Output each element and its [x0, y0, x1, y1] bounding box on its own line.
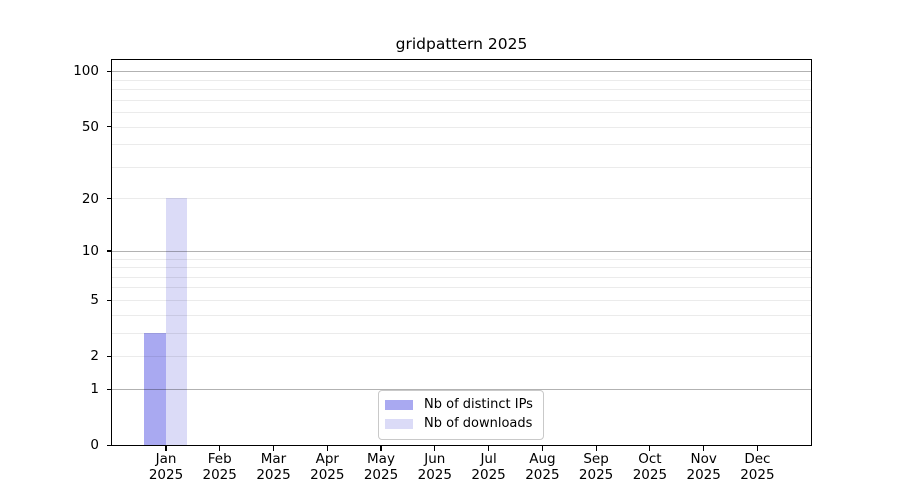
x-tick-mark: [219, 446, 221, 451]
plot-area: [111, 59, 812, 446]
y-tick-label: 100: [73, 63, 99, 80]
y-tick-mark: [106, 70, 112, 72]
x-tick-mark: [649, 446, 651, 451]
x-tick-mark: [380, 446, 382, 451]
gridline-major: [112, 250, 811, 252]
gridline-minor: [112, 287, 811, 289]
legend-swatch-downloads: [385, 418, 413, 430]
gridline-major: [112, 388, 811, 390]
x-tick-mark: [326, 446, 328, 451]
legend-label-downloads: Nb of downloads: [424, 416, 533, 431]
y-tick-mark: [106, 299, 112, 301]
x-tick-mark: [703, 446, 705, 451]
legend-swatch-distinct-ips: [385, 399, 413, 411]
gridline-minor: [112, 166, 811, 168]
chart-title: gridpattern 2025: [395, 35, 528, 53]
x-tick-label: May 2025: [363, 451, 399, 483]
x-tick-label: Jan 2025: [148, 451, 184, 483]
y-tick-mark: [106, 355, 112, 357]
legend-item-distinct-ips: Nb of distinct IPs: [385, 396, 533, 415]
legend-label-distinct-ips: Nb of distinct IPs: [424, 397, 533, 412]
gridline-major: [112, 71, 811, 73]
x-tick-label: Oct 2025: [632, 451, 668, 483]
x-tick-mark: [434, 446, 436, 451]
x-tick-label: Aug 2025: [525, 451, 560, 483]
gridline-minor: [112, 112, 811, 114]
gridline-minor: [112, 198, 811, 200]
gridline-minor: [112, 79, 811, 81]
gridline-minor: [112, 99, 811, 101]
legend: Nb of distinct IPs Nb of downloads: [378, 389, 544, 440]
gridline-minor: [112, 89, 811, 91]
x-tick-label: Feb 2025: [202, 451, 237, 483]
x-tick-label: Nov 2025: [686, 451, 721, 483]
legend-item-downloads: Nb of downloads: [385, 415, 533, 434]
y-tick-mark: [106, 126, 112, 128]
gridline-minor: [112, 126, 811, 128]
gridline-minor: [112, 332, 811, 334]
gridline-minor: [112, 314, 811, 316]
x-tick-mark: [165, 446, 167, 451]
y-tick-label: 50: [81, 118, 99, 135]
y-tick-label: 20: [81, 190, 99, 207]
gridline-minor: [112, 299, 811, 301]
y-tick-mark: [106, 198, 112, 200]
gridline-minor: [112, 276, 811, 278]
x-tick-label: Mar 2025: [256, 451, 291, 483]
bar-downloads: [165, 198, 188, 445]
gridline-minor: [112, 267, 811, 268]
x-tick-mark: [541, 446, 543, 451]
x-tick-mark: [272, 446, 275, 451]
y-tick-mark: [106, 388, 112, 390]
x-tick-mark: [595, 446, 597, 451]
y-tick-label: 0: [90, 437, 99, 454]
x-tick-mark: [756, 446, 758, 451]
x-tick-label: Jun 2025: [417, 451, 452, 483]
bar-distinct-ips: [144, 332, 166, 445]
x-tick-label: Sep 2025: [578, 451, 614, 483]
gridline-minor: [112, 356, 811, 357]
gridline-minor: [112, 144, 811, 146]
y-tick-label: 1: [90, 381, 99, 398]
y-tick-mark: [106, 250, 112, 252]
x-tick-mark: [488, 446, 490, 451]
y-tick-label: 10: [81, 243, 99, 259]
x-tick-label: Apr 2025: [310, 451, 345, 483]
x-tick-label: Jul 2025: [471, 451, 506, 483]
y-tick-mark: [106, 444, 112, 446]
gridline-minor: [112, 258, 811, 260]
y-tick-label: 5: [90, 292, 99, 309]
y-tick-label: 2: [90, 348, 99, 365]
x-tick-label: Dec 2025: [740, 451, 775, 483]
